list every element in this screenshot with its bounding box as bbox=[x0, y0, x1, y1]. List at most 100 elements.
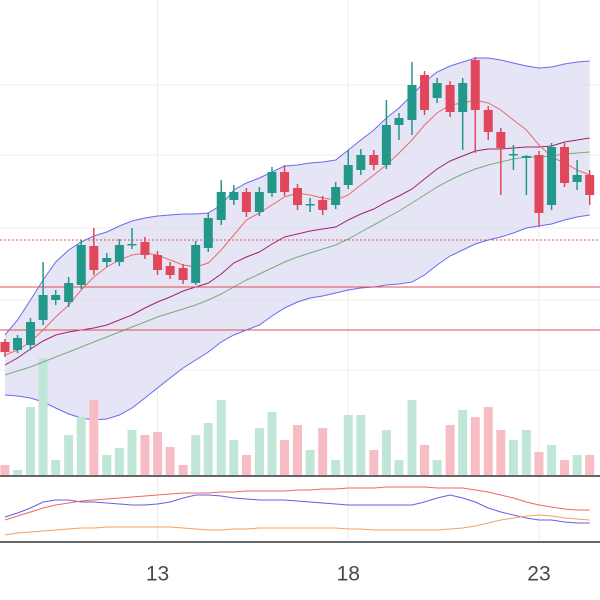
moving-average bbox=[4, 137, 590, 366]
volume-bar bbox=[165, 447, 175, 475]
volume-bar bbox=[216, 400, 226, 475]
volume-bar bbox=[76, 417, 86, 475]
volume-bar bbox=[26, 407, 36, 475]
volume-bar bbox=[254, 428, 264, 475]
indicator-line bbox=[4, 494, 590, 524]
candle-body bbox=[483, 110, 493, 132]
candle-body bbox=[508, 154, 518, 156]
candle-body bbox=[140, 242, 150, 255]
volume-bar bbox=[203, 423, 213, 475]
volume-bar bbox=[318, 428, 328, 475]
candle-body bbox=[102, 258, 112, 262]
x-tick-label: 18 bbox=[337, 563, 360, 586]
volume-bar bbox=[572, 455, 582, 475]
candle-body bbox=[560, 147, 570, 183]
band-line bbox=[4, 214, 590, 421]
volume-bar bbox=[64, 435, 74, 475]
candle-body bbox=[165, 266, 175, 275]
candle-body bbox=[38, 295, 48, 320]
candle-body bbox=[394, 118, 404, 125]
candle-body bbox=[76, 245, 86, 285]
moving-average bbox=[4, 151, 590, 376]
volume-bar bbox=[140, 435, 150, 475]
volume-bar bbox=[191, 435, 201, 475]
candle-body bbox=[369, 155, 379, 165]
volume-bar bbox=[305, 450, 315, 475]
volume-bar bbox=[267, 412, 277, 475]
candle-body bbox=[381, 125, 391, 165]
candle-body bbox=[318, 200, 328, 210]
volume-bar bbox=[483, 407, 493, 475]
volume-bar bbox=[585, 455, 595, 475]
volume-bar bbox=[114, 448, 124, 475]
candle-body bbox=[293, 188, 303, 205]
band-fill bbox=[5, 58, 590, 420]
candle-body bbox=[572, 175, 582, 182]
candle-body bbox=[114, 245, 124, 262]
candle-body bbox=[229, 192, 239, 200]
candle-body bbox=[343, 165, 353, 185]
indicator-line bbox=[4, 514, 590, 536]
x-tick-label: 23 bbox=[527, 563, 550, 586]
volume-bar bbox=[229, 440, 239, 475]
candle-body bbox=[0, 342, 10, 352]
volume-bar bbox=[127, 430, 137, 475]
volume-bar bbox=[280, 440, 290, 475]
candle-body bbox=[64, 283, 74, 302]
candle-body bbox=[216, 192, 226, 220]
candle-body bbox=[178, 268, 188, 280]
candle-body bbox=[585, 175, 595, 195]
candle-body bbox=[254, 192, 264, 212]
volume-bar bbox=[407, 400, 417, 475]
candle-body bbox=[496, 132, 506, 148]
candle-body bbox=[432, 83, 442, 98]
candle-body bbox=[521, 156, 531, 158]
volume-bar bbox=[102, 455, 112, 475]
volume-bar bbox=[547, 445, 557, 475]
volume-bar bbox=[496, 430, 506, 475]
volume-bar bbox=[356, 415, 366, 475]
volume-bar bbox=[381, 430, 391, 475]
volume-bar bbox=[343, 415, 353, 475]
candle-body bbox=[203, 218, 213, 248]
band-line bbox=[4, 57, 590, 336]
candle-body bbox=[153, 255, 163, 270]
volume-bar bbox=[51, 460, 61, 475]
volume-bar bbox=[394, 460, 404, 475]
candle-body bbox=[407, 85, 417, 120]
candle-body bbox=[13, 338, 23, 350]
candle-body bbox=[356, 155, 366, 170]
candle-body bbox=[241, 192, 251, 212]
volume-bar bbox=[445, 425, 455, 475]
candle-body bbox=[305, 204, 315, 206]
candle-body bbox=[331, 187, 341, 205]
volume-bar bbox=[38, 358, 48, 475]
volume-bar bbox=[508, 440, 518, 475]
volume-bar bbox=[241, 455, 251, 475]
volume-bar bbox=[369, 450, 379, 475]
candle-body bbox=[267, 172, 277, 193]
volume-bar bbox=[331, 460, 341, 475]
volume-bar bbox=[470, 417, 480, 475]
volume-bar bbox=[458, 410, 468, 475]
candle-body bbox=[191, 245, 201, 283]
volume-bar bbox=[560, 460, 570, 475]
candle-body bbox=[280, 172, 290, 192]
x-tick-label: 13 bbox=[146, 563, 169, 586]
indicator-line bbox=[4, 486, 590, 521]
volume-bar bbox=[153, 432, 163, 475]
volume-bar bbox=[420, 445, 430, 475]
candle-body bbox=[458, 83, 468, 112]
candle-body bbox=[547, 147, 557, 205]
volume-bar bbox=[13, 470, 23, 475]
candle-body bbox=[534, 155, 544, 213]
candle-body bbox=[51, 295, 61, 300]
volume-bar bbox=[293, 425, 303, 475]
volume-bar bbox=[534, 452, 544, 475]
volume-bar bbox=[0, 465, 10, 475]
candle-body bbox=[89, 246, 99, 270]
volume-bar bbox=[432, 460, 442, 475]
volume-bar bbox=[89, 400, 99, 475]
candle-body bbox=[26, 322, 36, 345]
